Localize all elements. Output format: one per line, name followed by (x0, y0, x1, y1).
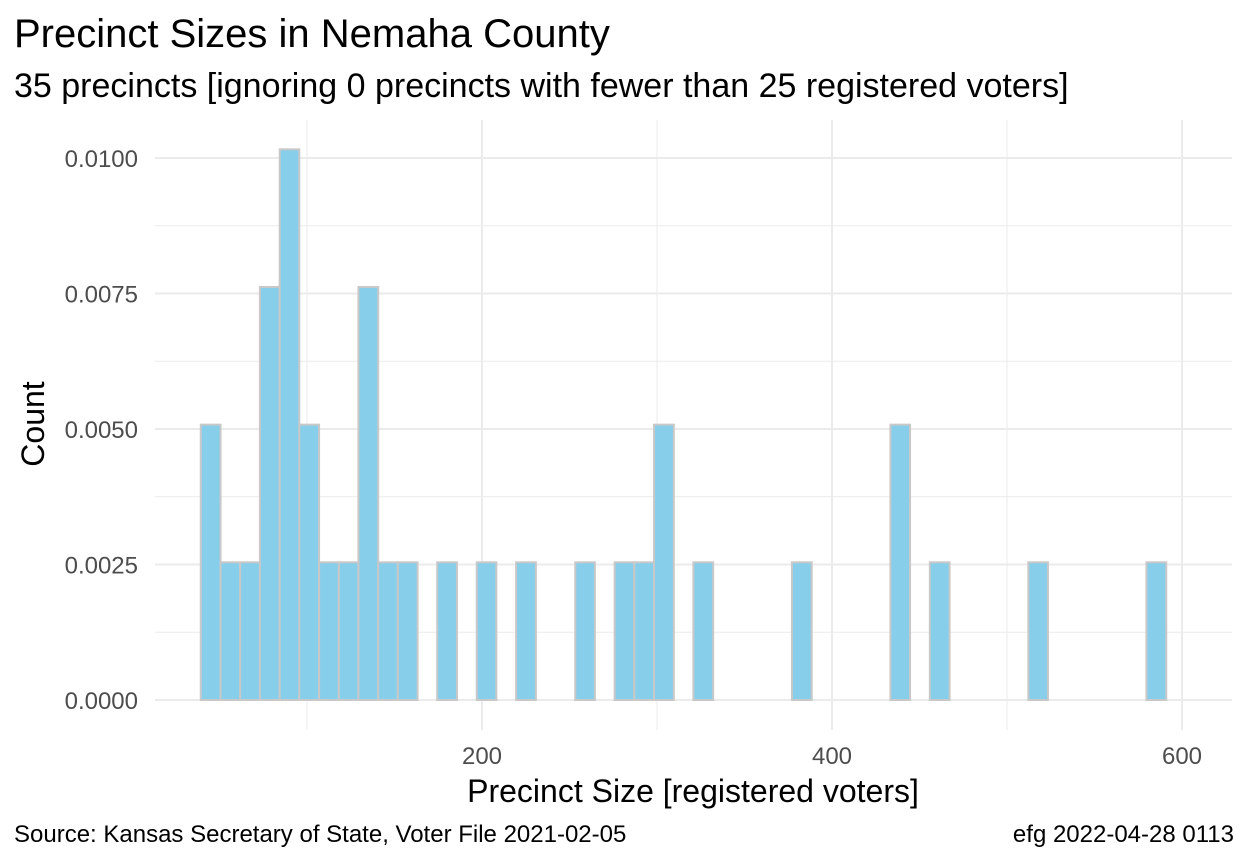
histogram-bar (613, 561, 636, 701)
minor-gridlines (155, 120, 1232, 730)
y-tick-label: 0.0000 (65, 688, 138, 715)
histogram-bar (298, 423, 321, 701)
histogram-bar (278, 148, 301, 701)
histogram-bars (199, 148, 1168, 701)
histogram-bar (653, 423, 675, 701)
y-tick-labels: 0.0000 0.0025 0.0050 0.0075 0.0100 (65, 146, 138, 715)
histogram-bar (436, 561, 458, 701)
y-tick-label: 0.0100 (65, 146, 138, 173)
histogram-bar (475, 561, 498, 701)
chart-title: Precinct Sizes in Nemaha County (14, 12, 610, 56)
histogram-bar (692, 561, 715, 701)
histogram-bar (1027, 561, 1049, 701)
x-axis-title: Precinct Size [registered voters] (467, 773, 919, 809)
histogram-bar (199, 423, 222, 701)
y-axis-title: Count (15, 381, 51, 467)
histogram-bar (928, 561, 951, 701)
x-tick-label: 400 (812, 743, 852, 770)
y-tick-label: 0.0075 (65, 282, 138, 309)
x-tick-label: 600 (1162, 743, 1202, 770)
histogram-bar (337, 561, 360, 701)
credit-caption: efg 2022-04-28 0113 (1012, 821, 1234, 848)
histogram-bar (790, 561, 813, 701)
histogram-bar (318, 561, 340, 701)
x-tick-label: 200 (462, 743, 502, 770)
histogram-bar (889, 423, 912, 701)
histogram-bar (219, 561, 242, 701)
histogram-bar (258, 285, 281, 701)
chart-subtitle: 35 precincts [ignoring 0 precincts with … (14, 67, 1069, 105)
histogram-bar (396, 561, 419, 701)
histogram-bar (377, 561, 399, 701)
y-tick-label: 0.0025 (65, 553, 138, 580)
x-tick-labels: 200 400 600 (462, 743, 1202, 770)
histogram-bar (1145, 561, 1168, 701)
source-caption: Source: Kansas Secretary of State, Voter… (14, 821, 627, 848)
histogram-bar (574, 561, 596, 701)
histogram-bar (515, 561, 537, 701)
histogram-bar (357, 285, 380, 701)
histogram-bar (239, 561, 261, 701)
y-tick-label: 0.0050 (65, 417, 138, 444)
histogram-bar (633, 561, 656, 701)
